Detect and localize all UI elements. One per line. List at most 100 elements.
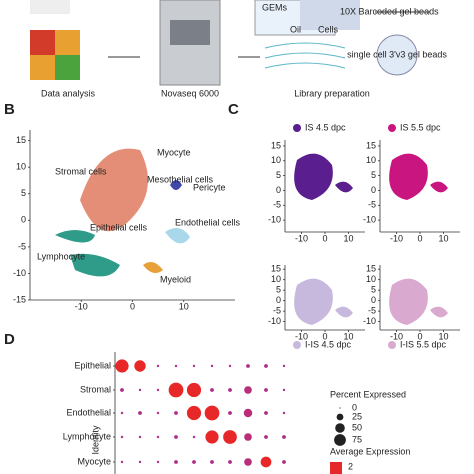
dot bbox=[156, 364, 160, 368]
y-tick-label: 10 bbox=[271, 274, 281, 284]
y-tick-label: 10 bbox=[271, 155, 281, 165]
dot bbox=[282, 460, 286, 464]
y-tick-label: 5 bbox=[371, 285, 376, 295]
panel-title: IS 5.5 dpc bbox=[400, 122, 441, 132]
y-tick-label: -5 bbox=[368, 200, 376, 210]
panel-letter: D bbox=[4, 331, 15, 348]
cluster-label: Myocyte bbox=[157, 147, 191, 157]
y-tick-label: 5 bbox=[276, 285, 281, 295]
device-label: Cells bbox=[318, 24, 339, 34]
y-tick-label: 15 bbox=[271, 264, 281, 274]
legend-swatch bbox=[388, 341, 396, 349]
dot bbox=[186, 405, 202, 421]
dot bbox=[264, 435, 268, 439]
dot bbox=[228, 388, 232, 392]
y-tick-label: -10 bbox=[13, 268, 26, 278]
y-tick-label: -10 bbox=[268, 215, 281, 225]
legend-label: 2 bbox=[348, 461, 353, 471]
dot bbox=[223, 430, 237, 444]
y-tick-label: -5 bbox=[368, 306, 376, 316]
y-tick-label: -15 bbox=[13, 294, 26, 304]
gel-bead bbox=[376, 34, 418, 76]
panel-title: IS 4.5 dpc bbox=[305, 122, 346, 132]
legend-dot bbox=[335, 423, 345, 433]
row-label: Epithelial bbox=[74, 360, 111, 370]
dot bbox=[264, 364, 268, 368]
cluster-label: Pericyte bbox=[193, 182, 226, 192]
legend-swatch bbox=[388, 124, 396, 132]
device-label: single cell 3'v3 gel beads bbox=[347, 49, 447, 59]
x-tick-label: -10 bbox=[390, 331, 403, 341]
colorbar bbox=[330, 462, 342, 474]
dot bbox=[186, 382, 202, 398]
dot bbox=[210, 460, 214, 464]
dot bbox=[138, 435, 142, 439]
y-tick-label: -10 bbox=[363, 215, 376, 225]
legend-dot bbox=[336, 413, 344, 421]
dot bbox=[246, 364, 250, 368]
strands bbox=[264, 42, 346, 69]
cluster-blob bbox=[80, 148, 148, 232]
umap-blob bbox=[294, 153, 353, 200]
row-label: Endothelial bbox=[66, 407, 111, 417]
legend-title: Percent Expressed bbox=[330, 389, 406, 399]
x-tick-label: 0 bbox=[130, 301, 135, 311]
x-tick-label: -10 bbox=[75, 301, 88, 311]
heatmap-cell bbox=[55, 55, 80, 80]
dot bbox=[115, 359, 129, 373]
y-tick-label: 0 bbox=[371, 185, 376, 195]
y-tick-label: 15 bbox=[366, 264, 376, 274]
legend-label: 25 bbox=[352, 411, 362, 421]
dot bbox=[228, 411, 232, 415]
x-tick-label: 10 bbox=[344, 233, 354, 243]
umap-thumb bbox=[30, 0, 70, 14]
dot bbox=[210, 388, 214, 392]
cluster-blob bbox=[170, 180, 182, 190]
dot bbox=[156, 411, 160, 415]
row-label: Lymphocyte bbox=[63, 431, 111, 441]
dot bbox=[120, 460, 124, 464]
dot bbox=[210, 364, 214, 368]
dot bbox=[168, 382, 184, 398]
dot bbox=[120, 411, 124, 415]
dot bbox=[244, 458, 252, 466]
step-label: Library preparation bbox=[294, 88, 370, 98]
device-label: 10X Barcoded gel beads bbox=[340, 6, 439, 16]
y-tick-label: -5 bbox=[273, 200, 281, 210]
cluster-label: Endothelial cells bbox=[175, 217, 241, 227]
x-tick-label: 10 bbox=[439, 233, 449, 243]
row-label: Myocyte bbox=[77, 456, 111, 466]
y-tick-label: 10 bbox=[16, 162, 26, 172]
legend-label: 75 bbox=[352, 434, 362, 444]
legend-swatch bbox=[293, 124, 301, 132]
panel-letter: C bbox=[228, 101, 239, 118]
dot bbox=[192, 435, 196, 439]
x-tick-label: 10 bbox=[439, 331, 449, 341]
step-label: Data analysis bbox=[41, 88, 96, 98]
y-tick-label: -5 bbox=[273, 306, 281, 316]
x-tick-label: 0 bbox=[417, 233, 422, 243]
legend-dot bbox=[339, 407, 341, 409]
umap-blob bbox=[389, 278, 448, 325]
y-tick-label: 5 bbox=[371, 170, 376, 180]
dot bbox=[156, 388, 160, 392]
x-tick-label: -10 bbox=[295, 233, 308, 243]
panel-letter: B bbox=[4, 101, 15, 118]
dot bbox=[244, 386, 252, 394]
panel-title: I-IS 5.5 dpc bbox=[400, 339, 447, 349]
x-tick-label: 0 bbox=[322, 233, 327, 243]
dot bbox=[260, 456, 272, 468]
row-label: Stromal bbox=[80, 384, 111, 394]
dot bbox=[228, 364, 232, 368]
y-tick-label: -10 bbox=[268, 316, 281, 326]
cluster-label: Lymphocyte bbox=[37, 251, 85, 261]
x-tick-label: 10 bbox=[344, 331, 354, 341]
cluster-blob bbox=[55, 230, 95, 243]
y-tick-label: 0 bbox=[371, 295, 376, 305]
umap-blob bbox=[294, 278, 353, 325]
dot bbox=[120, 435, 124, 439]
cluster-label: Epithelial cells bbox=[90, 222, 148, 232]
dot bbox=[205, 430, 219, 444]
dot bbox=[243, 408, 253, 418]
